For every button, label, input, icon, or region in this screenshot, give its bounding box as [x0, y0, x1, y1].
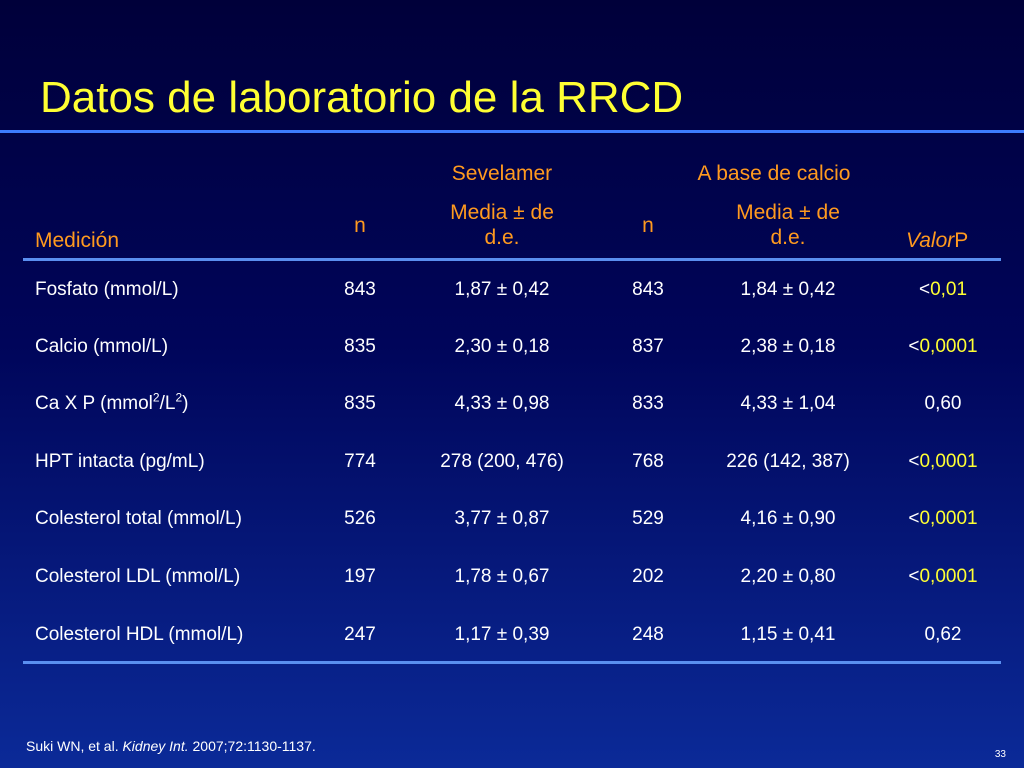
- cell-valor-p: 0,62: [888, 620, 998, 650]
- cell-media-calcio: 4,16 ± 0,90: [740, 508, 836, 529]
- table-row: Colesterol total (mmol/L) 526 3,77 ± 0,8…: [0, 504, 1024, 534]
- medicion-text: ): [182, 393, 189, 414]
- slide-title: Datos de laboratorio de la RRCD: [40, 73, 684, 122]
- p-value: 0,0001: [919, 566, 978, 587]
- p-value: 0,01: [930, 279, 968, 300]
- p-less-than: <: [918, 279, 931, 300]
- cell-n-sevelamer: 526: [344, 508, 376, 529]
- cell-medicion: HPT intacta (pg/mL): [35, 451, 205, 472]
- header-group-sevelamer: Sevelamer: [451, 162, 553, 185]
- cell-n-calcio: 843: [632, 279, 664, 300]
- cell-n-sevelamer: 835: [344, 336, 376, 357]
- p-less-than: <: [908, 336, 920, 357]
- p-less-than: <: [908, 451, 920, 472]
- cell-media-calcio: 2,20 ± 0,80: [740, 566, 836, 587]
- table-row: Fosfato (mmol/L) 843 1,87 ± 0,42 843 1,8…: [0, 275, 1024, 305]
- cell-n-sevelamer: 247: [344, 624, 376, 645]
- cell-valor-p: <0,0001: [888, 562, 998, 592]
- p-value: 0,0001: [919, 336, 978, 357]
- header-valor: Valor: [906, 229, 955, 252]
- cell-medicion: Calcio (mmol/L): [35, 336, 169, 357]
- page-number: 33: [994, 749, 1006, 760]
- cell-n-sevelamer: 843: [344, 279, 376, 300]
- cell-n-calcio: 768: [632, 451, 664, 472]
- cell-medicion: Colesterol total (mmol/L): [35, 508, 242, 529]
- cell-valor-p: <0,01: [888, 275, 998, 305]
- table-row: Colesterol HDL (mmol/L) 247 1,17 ± 0,39 …: [0, 620, 1024, 650]
- p-less-than: <: [908, 566, 920, 587]
- cell-n-sevelamer: 197: [344, 566, 376, 587]
- cell-n-calcio: 833: [632, 393, 664, 414]
- citation-authors: Suki WN, et al.: [26, 738, 123, 754]
- citation-ref: 2007;72:1130-1137.: [188, 738, 316, 754]
- p-value: 0,0001: [919, 451, 978, 472]
- header-valor-p: ValorP: [906, 229, 968, 253]
- cell-media-sevelamer: 278 (200, 476): [440, 451, 564, 472]
- header-group-calcio: A base de calcio: [697, 162, 851, 185]
- citation: Suki WN, et al. Kidney Int. 2007;72:1130…: [26, 737, 316, 755]
- cell-media-sevelamer: 2,30 ± 0,18: [454, 336, 550, 357]
- cell-n-sevelamer: 774: [344, 451, 376, 472]
- cell-valor-p: <0,0001: [888, 504, 998, 534]
- cell-n-calcio: 202: [632, 566, 664, 587]
- cell-media-sevelamer: 3,77 ± 0,87: [454, 508, 550, 529]
- cell-media-sevelamer: 1,78 ± 0,67: [454, 566, 550, 587]
- p-less-than: <: [908, 508, 920, 529]
- table-bottom-rule: [23, 661, 1001, 664]
- cell-medicion: Colesterol HDL (mmol/L): [35, 624, 244, 645]
- cell-media-calcio: 1,84 ± 0,42: [740, 279, 836, 300]
- cell-media-calcio: 1,15 ± 0,41: [740, 624, 836, 645]
- cell-valor-p: <0,0001: [888, 447, 998, 477]
- cell-medicion: Ca X P (mmol2/L2): [35, 389, 188, 419]
- cell-n-calcio: 837: [632, 336, 664, 357]
- header-medicion: Medición: [35, 229, 120, 252]
- header-media-sevelamer-line2: d.e.: [484, 226, 520, 249]
- medicion-text: Ca X P (mmol: [35, 393, 153, 414]
- table-row: Colesterol LDL (mmol/L) 197 1,78 ± 0,67 …: [0, 562, 1024, 592]
- header-n-sevelamer: n: [354, 214, 366, 237]
- table-header-rule: [23, 258, 1001, 261]
- citation-journal: Kidney Int.: [122, 738, 189, 754]
- cell-media-sevelamer: 1,17 ± 0,39: [454, 624, 550, 645]
- header-media-sevelamer-line1: Media ± de: [450, 201, 554, 224]
- cell-medicion: Colesterol LDL (mmol/L): [35, 566, 241, 587]
- medicion-text: /L: [159, 393, 176, 414]
- superscript: 2: [152, 390, 160, 405]
- cell-n-calcio: 248: [632, 624, 664, 645]
- table-row: HPT intacta (pg/mL) 774 278 (200, 476) 7…: [0, 447, 1024, 477]
- cell-n-sevelamer: 835: [344, 393, 376, 414]
- table-row: Ca X P (mmol2/L2) 835 4,33 ± 0,98 833 4,…: [0, 389, 1024, 419]
- header-media-calcio-line1: Media ± de: [736, 201, 840, 224]
- cell-n-calcio: 529: [632, 508, 664, 529]
- title-divider: [0, 130, 1024, 133]
- superscript: 2: [175, 390, 183, 405]
- cell-valor-p: <0,0001: [888, 332, 998, 362]
- header-p: P: [954, 229, 969, 252]
- cell-media-calcio: 226 (142, 387): [726, 451, 850, 472]
- cell-valor-p: 0,60: [888, 389, 998, 419]
- cell-media-calcio: 2,38 ± 0,18: [740, 336, 836, 357]
- table-row: Calcio (mmol/L) 835 2,30 ± 0,18 837 2,38…: [0, 332, 1024, 362]
- header-n-calcio: n: [642, 214, 654, 237]
- cell-media-sevelamer: 4,33 ± 0,98: [454, 393, 550, 414]
- cell-media-sevelamer: 1,87 ± 0,42: [454, 279, 550, 300]
- cell-media-calcio: 4,33 ± 1,04: [740, 393, 836, 414]
- cell-medicion: Fosfato (mmol/L): [35, 279, 179, 300]
- p-value: 0,60: [924, 393, 962, 414]
- p-value: 0,0001: [919, 508, 978, 529]
- p-value: 0,62: [924, 624, 962, 645]
- header-media-calcio-line2: d.e.: [770, 226, 806, 249]
